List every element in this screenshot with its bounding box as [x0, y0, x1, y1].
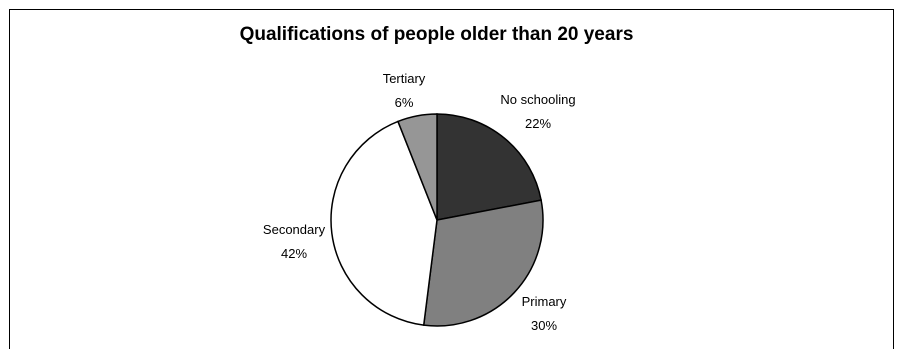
pie-slices	[330, 113, 544, 327]
pie-slice-no-schooling	[436, 113, 542, 221]
slice-value-tertiary: 6%	[395, 95, 414, 110]
slice-label-primary: Primary	[522, 294, 567, 309]
slice-label-secondary: Secondary	[263, 222, 326, 237]
chart-title: Qualifications of people older than 20 y…	[239, 24, 634, 45]
slice-value-primary: 30%	[531, 318, 557, 333]
pie-labels: No schooling 22% Primary 30% Secondary 42% Ter…	[263, 71, 576, 333]
slice-label-no-schooling: No schooling	[500, 92, 575, 107]
slice-value-no-schooling: 22%	[525, 116, 551, 131]
pie-slice-secondary	[330, 120, 438, 326]
slice-label-tertiary: Tertiary	[383, 71, 426, 86]
pie-slice-primary	[422, 199, 544, 327]
pie-slice-tertiary	[397, 113, 438, 221]
slice-value-secondary: 42%	[281, 246, 307, 261]
